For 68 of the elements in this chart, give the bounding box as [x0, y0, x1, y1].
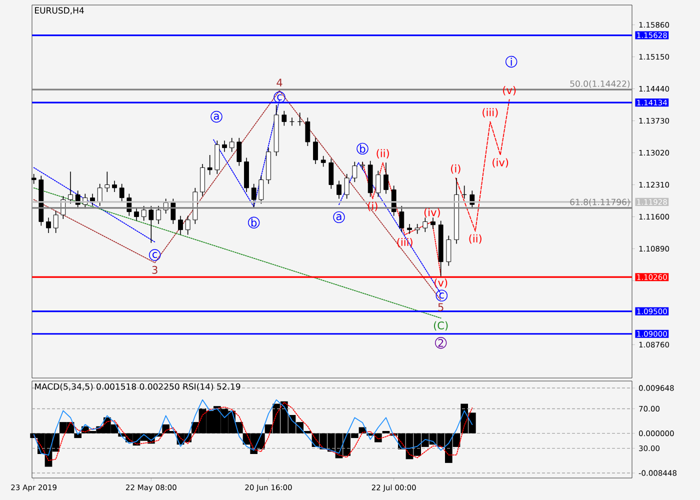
candlestick: [207, 154, 212, 176]
candlestick: [258, 175, 264, 204]
data-label: c: [439, 292, 444, 299]
candlestick: [53, 210, 58, 234]
candlestick: [446, 235, 452, 266]
candlestick: [185, 215, 190, 236]
candlestick: [119, 183, 124, 202]
candlestick: [414, 224, 420, 234]
annotation: (i): [368, 202, 378, 212]
candlestick: [305, 117, 310, 146]
candlestick: [178, 215, 183, 236]
bar: [382, 430, 390, 434]
candlestick: [134, 207, 139, 222]
data-label: i: [510, 58, 512, 66]
point: [505, 56, 518, 68]
data-label: a: [336, 214, 342, 220]
bar: [74, 433, 82, 438]
data-label: b: [360, 144, 366, 153]
line-series: [362, 162, 442, 276]
annotation: 3: [152, 266, 158, 274]
candlestick: [222, 140, 227, 152]
annotation: (iii): [397, 238, 412, 248]
candlestick: [112, 180, 117, 192]
candlestick: [320, 156, 326, 168]
annotation: 61.8(1.11796): [570, 198, 630, 206]
candlestick: [313, 138, 318, 164]
chart-title: MACD(5,34,5) 0.001518 0.002250 RSI(14) 52.19: [35, 383, 240, 391]
candlestick: [344, 174, 350, 200]
data-label: b: [251, 218, 257, 227]
annotation: (v): [434, 278, 448, 288]
annotation: (i): [451, 164, 460, 174]
chart-title: EURUSD,H4: [35, 7, 84, 14]
data-label: c: [152, 252, 158, 258]
annotation: (iii): [482, 108, 498, 118]
candlestick: [68, 171, 73, 204]
annotation: 5: [438, 303, 444, 312]
candlestick: [97, 183, 102, 206]
annotation: (ii): [469, 234, 482, 244]
candlestick: [399, 206, 404, 232]
candlestick: [360, 161, 365, 170]
annotation: (C): [434, 321, 448, 331]
candlestick: [422, 217, 428, 232]
candlestick: [148, 206, 154, 244]
candlestick: [46, 217, 51, 234]
candlestick: [251, 183, 256, 208]
candlestick: [384, 162, 388, 194]
data-label: c: [277, 94, 282, 100]
annotation: 4: [276, 78, 282, 86]
candlestick: [236, 138, 242, 166]
candlestick: [336, 180, 342, 200]
annotation: (ii): [376, 149, 389, 158]
annotation: 2: [438, 338, 444, 347]
annotation: (iv): [424, 208, 440, 218]
candlestick: [352, 161, 358, 182]
annotation: (iv): [492, 158, 508, 168]
annotation: 50.0(1.14422): [570, 80, 630, 88]
candlestick: [407, 224, 412, 234]
candlestick: [376, 170, 381, 198]
data-label: a: [214, 114, 219, 120]
candlestick: [170, 198, 176, 224]
candlestick: [328, 158, 334, 190]
candlestick: [430, 217, 436, 230]
candlestick: [156, 206, 161, 224]
candlestick: [104, 171, 110, 192]
candlestick: [141, 206, 146, 222]
candlestick: [282, 110, 287, 126]
candlestick: [229, 138, 234, 152]
annotation: (v): [503, 86, 516, 96]
